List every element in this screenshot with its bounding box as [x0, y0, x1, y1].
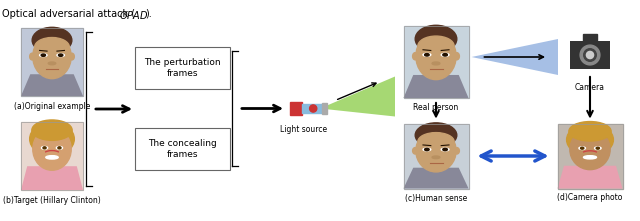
- Ellipse shape: [43, 147, 46, 149]
- Ellipse shape: [418, 133, 454, 151]
- Ellipse shape: [58, 54, 63, 56]
- Ellipse shape: [41, 54, 45, 56]
- Ellipse shape: [433, 58, 439, 63]
- Ellipse shape: [441, 53, 449, 56]
- Circle shape: [586, 51, 594, 59]
- Polygon shape: [557, 166, 623, 189]
- Bar: [47, 65, 58, 76]
- Ellipse shape: [57, 54, 65, 57]
- Bar: [403, 124, 468, 189]
- Ellipse shape: [433, 152, 439, 157]
- Bar: [557, 124, 623, 189]
- Ellipse shape: [415, 123, 457, 148]
- Ellipse shape: [424, 148, 429, 151]
- Ellipse shape: [415, 25, 457, 53]
- Text: The concealing
frames: The concealing frames: [148, 139, 217, 159]
- Bar: [290, 102, 303, 115]
- Circle shape: [584, 49, 596, 61]
- Text: $\mathit{OPAD}$: $\mathit{OPAD}$: [119, 9, 148, 21]
- Ellipse shape: [584, 156, 596, 159]
- Ellipse shape: [570, 129, 610, 170]
- Ellipse shape: [413, 53, 418, 60]
- Polygon shape: [472, 39, 558, 75]
- Polygon shape: [320, 76, 395, 116]
- Bar: [403, 124, 468, 189]
- Ellipse shape: [569, 122, 611, 141]
- Ellipse shape: [418, 36, 454, 56]
- Bar: [570, 41, 610, 69]
- Ellipse shape: [56, 147, 63, 149]
- Bar: [135, 47, 230, 89]
- Ellipse shape: [40, 54, 47, 57]
- Bar: [135, 128, 230, 170]
- Text: (d)Camera photo: (d)Camera photo: [557, 194, 623, 202]
- Bar: [21, 122, 83, 190]
- Ellipse shape: [454, 148, 460, 154]
- Bar: [403, 26, 468, 98]
- Ellipse shape: [595, 147, 601, 149]
- Ellipse shape: [32, 120, 72, 140]
- Ellipse shape: [454, 53, 460, 60]
- Bar: [584, 159, 596, 167]
- Polygon shape: [403, 75, 468, 98]
- Bar: [430, 66, 442, 76]
- Text: Optical adversarial attack (: Optical adversarial attack (: [2, 9, 135, 19]
- Ellipse shape: [46, 156, 58, 159]
- Ellipse shape: [579, 147, 586, 149]
- Ellipse shape: [443, 53, 447, 56]
- Bar: [21, 28, 83, 96]
- Ellipse shape: [416, 33, 456, 80]
- Ellipse shape: [49, 58, 55, 63]
- Text: Camera: Camera: [575, 83, 605, 92]
- Bar: [322, 103, 326, 114]
- Ellipse shape: [423, 53, 431, 56]
- Ellipse shape: [35, 38, 69, 57]
- Ellipse shape: [48, 62, 56, 65]
- Text: (b)Target (Hillary Clinton): (b)Target (Hillary Clinton): [3, 196, 101, 205]
- Bar: [46, 159, 58, 168]
- Bar: [403, 26, 468, 98]
- Bar: [583, 34, 597, 43]
- Ellipse shape: [441, 148, 449, 151]
- Ellipse shape: [32, 27, 72, 53]
- Text: ).: ).: [145, 9, 152, 19]
- Ellipse shape: [29, 122, 74, 156]
- Ellipse shape: [432, 156, 440, 159]
- Polygon shape: [21, 166, 83, 190]
- Text: (c)Human sense: (c)Human sense: [405, 194, 467, 202]
- Ellipse shape: [596, 147, 600, 149]
- Ellipse shape: [69, 53, 74, 60]
- Ellipse shape: [416, 130, 456, 172]
- Ellipse shape: [58, 147, 61, 149]
- Text: Real person: Real person: [413, 103, 459, 112]
- Circle shape: [580, 45, 600, 65]
- Ellipse shape: [33, 34, 71, 79]
- Text: Light source: Light source: [280, 124, 328, 133]
- Circle shape: [310, 105, 317, 112]
- Ellipse shape: [33, 128, 71, 170]
- Text: The perturbation
frames: The perturbation frames: [144, 58, 221, 78]
- Bar: [21, 28, 83, 96]
- Bar: [557, 124, 623, 189]
- Ellipse shape: [566, 124, 613, 156]
- Ellipse shape: [424, 53, 429, 56]
- Bar: [21, 122, 83, 190]
- Ellipse shape: [443, 148, 447, 151]
- Bar: [302, 104, 322, 113]
- Ellipse shape: [29, 53, 35, 60]
- Ellipse shape: [432, 62, 440, 65]
- Text: (a)Original example: (a)Original example: [14, 102, 90, 111]
- Ellipse shape: [580, 147, 584, 149]
- Ellipse shape: [423, 148, 431, 151]
- Polygon shape: [21, 74, 83, 96]
- Ellipse shape: [413, 148, 418, 154]
- Bar: [430, 159, 442, 169]
- Ellipse shape: [42, 147, 47, 149]
- Polygon shape: [403, 168, 468, 189]
